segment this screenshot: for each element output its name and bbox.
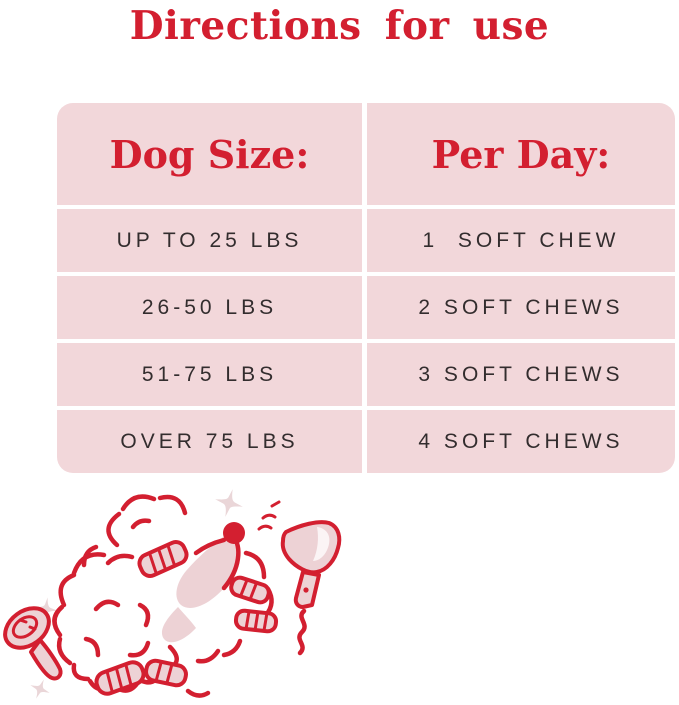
table-row-1-dose: 1 SOFT CHEW [367,209,675,272]
table-row-2-dose: 2 SOFT CHEWS [367,276,675,339]
table-row-4-size: OVER 75 LBS [57,410,362,473]
hair-curler-icon [94,660,146,696]
hair-curler-icon [144,658,188,688]
hair-curler-icon [229,575,271,605]
table-row-1-size: UP TO 25 LBS [57,209,362,272]
dog-size-column-header: Dog Size: [57,103,362,205]
table-row-4-dose: 4 SOFT CHEWS [367,410,675,473]
table-row-3-dose: 3 SOFT CHEWS [367,343,675,406]
table-row-3-size: 51-75 LBS [57,343,362,406]
hair-curler-icon [233,608,279,634]
grooming-brush-icon [3,606,63,681]
poodle-grooming-illustration [3,489,342,699]
sparkle-icon [30,489,243,699]
hair-curler-icon [137,540,189,578]
table-row-2-size: 26-50 LBS [57,276,362,339]
per-day-column-header: Per Day: [367,103,675,205]
hair-dryer-icon [257,500,342,656]
page-title: Directions for use [129,3,550,49]
dosage-table: Dog Size: Per Day: UP TO 25 LBS 1 SOFT C… [57,103,675,473]
